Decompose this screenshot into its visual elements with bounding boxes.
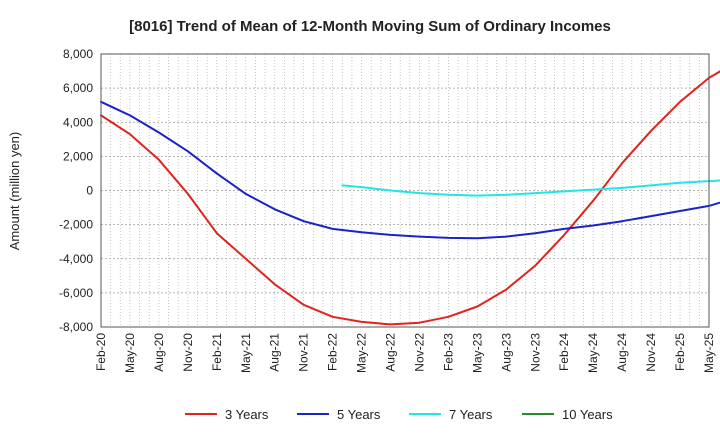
legend-item: 7 Years	[409, 407, 493, 422]
x-tick-label: May-25	[702, 333, 716, 373]
x-tick-label: Nov-22	[412, 333, 426, 372]
x-tick-label: May-20	[123, 333, 137, 373]
plot-frame	[100, 53, 710, 328]
x-tick-label: Aug-22	[384, 333, 398, 372]
y-tick-label: -2,000	[59, 218, 93, 232]
legend-label: 5 Years	[337, 407, 381, 422]
x-tick-label: May-24	[586, 333, 600, 373]
x-tick-label: Aug-20	[152, 333, 166, 372]
series-line-5-years	[100, 100, 720, 240]
x-tick-label: Feb-25	[673, 333, 687, 371]
x-tick-label: Nov-21	[297, 333, 311, 372]
y-tick-label: -6,000	[59, 286, 93, 300]
x-tick-label: Feb-20	[94, 333, 108, 371]
y-tick-label: 8,000	[63, 47, 93, 61]
legend: 3 Years 5 Years 7 Years 10 Years	[185, 407, 613, 422]
series-line-3-years	[100, 70, 720, 326]
gridlines	[101, 53, 709, 328]
legend-item: 3 Years	[185, 407, 269, 422]
x-tick-label: Nov-20	[181, 333, 195, 372]
x-tick-label: Aug-21	[268, 333, 282, 372]
legend-item: 10 Years	[522, 407, 613, 422]
y-tick-label: -8,000	[59, 320, 93, 334]
series-line-7-years	[341, 179, 720, 197]
x-tick-label: Feb-24	[557, 333, 571, 371]
x-tick-label: Feb-22	[326, 333, 340, 371]
y-tick-label: 2,000	[63, 149, 93, 163]
y-tick-label: 4,000	[63, 115, 93, 129]
y-axis-label: Amount (million yen)	[7, 132, 22, 251]
x-tick-label: May-23	[470, 333, 484, 373]
x-tick-label: Nov-24	[644, 333, 658, 372]
legend-item: 5 Years	[297, 407, 381, 422]
legend-label: 7 Years	[449, 407, 493, 422]
y-tick-label: 6,000	[63, 81, 93, 95]
x-tick-label: Feb-21	[210, 333, 224, 371]
x-tick-label: May-22	[355, 333, 369, 373]
x-tick-label: Feb-23	[441, 333, 455, 371]
x-tick-label: May-21	[239, 333, 253, 373]
x-tick-label: Nov-23	[528, 333, 542, 372]
x-tick-label: Aug-23	[499, 333, 513, 372]
y-tick-label: -4,000	[59, 252, 93, 266]
legend-label: 10 Years	[562, 407, 613, 422]
x-tick-label: Aug-24	[615, 333, 629, 372]
y-tick-label: 0	[86, 184, 93, 198]
axes: -8,000 -6,000 -4,000 -2,000 0 2,000 4,000 6,000…	[59, 47, 716, 373]
chart-title: [8016] Trend of Mean of 12-Month Moving …	[129, 18, 611, 35]
series-layer	[100, 70, 720, 326]
legend-label: 3 Years	[225, 407, 269, 422]
